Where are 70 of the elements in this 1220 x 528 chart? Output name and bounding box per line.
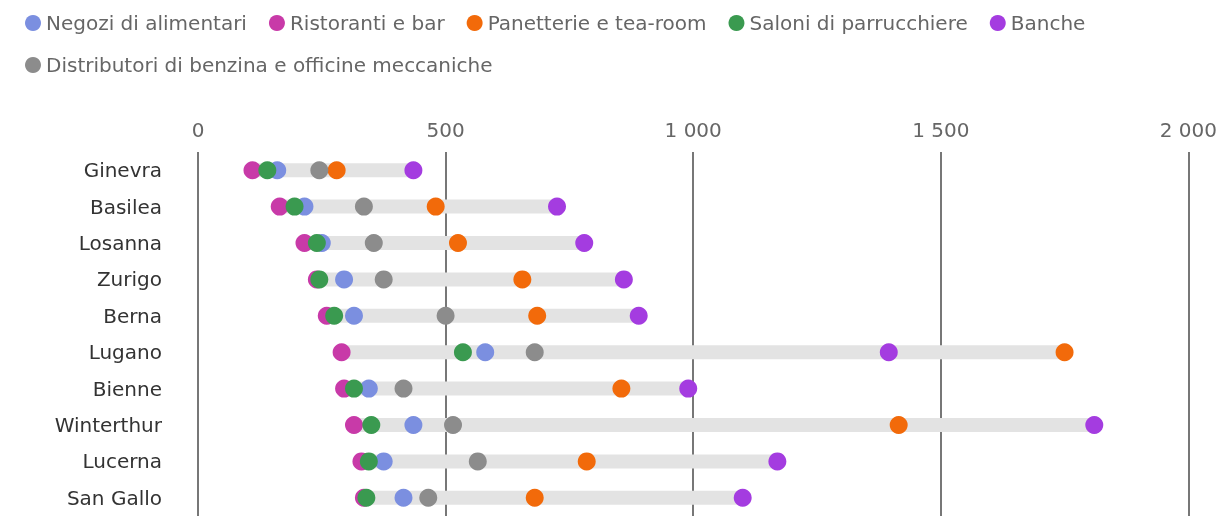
point bbox=[345, 416, 363, 434]
point bbox=[614, 270, 633, 289]
point bbox=[404, 416, 423, 434]
point bbox=[577, 452, 596, 471]
y-tick-label: Zurigo bbox=[96, 267, 162, 292]
point bbox=[733, 488, 752, 507]
point bbox=[332, 343, 351, 362]
y-tick-label: Bienne bbox=[92, 376, 162, 401]
y-tick-label: Losanna bbox=[78, 231, 162, 255]
point bbox=[243, 161, 262, 180]
point bbox=[285, 197, 304, 216]
point bbox=[513, 270, 532, 289]
legend-label: Panetterie e tea-room bbox=[487, 11, 707, 35]
x-tick-label: 500 bbox=[426, 118, 465, 142]
x-tick-label: 0 bbox=[191, 118, 205, 142]
point bbox=[679, 379, 698, 398]
x-tick-label: 2 000 bbox=[1159, 118, 1217, 142]
point bbox=[426, 197, 445, 216]
point bbox=[354, 197, 373, 216]
point bbox=[419, 488, 438, 507]
point bbox=[1055, 343, 1074, 362]
point bbox=[258, 161, 277, 180]
point bbox=[359, 452, 378, 471]
point bbox=[270, 197, 289, 216]
y-tick-label: Basilea bbox=[89, 194, 162, 219]
point bbox=[310, 161, 329, 180]
legend-label: Negozi di alimentari bbox=[46, 11, 247, 35]
point bbox=[1085, 416, 1104, 434]
point bbox=[345, 379, 363, 398]
point bbox=[359, 379, 378, 398]
point bbox=[879, 343, 898, 362]
point bbox=[476, 343, 495, 362]
legend-label: Distributori di benzina e officine meccaniche bbox=[46, 53, 493, 77]
point bbox=[374, 270, 393, 289]
point bbox=[528, 306, 547, 325]
point bbox=[453, 343, 472, 362]
point bbox=[307, 234, 326, 252]
point bbox=[436, 306, 455, 325]
y-tick-label: Berna bbox=[103, 303, 162, 328]
point bbox=[374, 452, 393, 471]
y-tick-label: Lugano bbox=[88, 340, 162, 365]
point bbox=[448, 234, 467, 252]
point bbox=[325, 306, 344, 325]
point bbox=[768, 452, 787, 471]
point bbox=[612, 379, 631, 398]
point bbox=[548, 197, 567, 216]
point bbox=[335, 270, 354, 289]
y-tick-label: San Gallo bbox=[66, 485, 162, 510]
point bbox=[394, 379, 413, 398]
legend-label: Saloni di parrucchiere bbox=[749, 11, 968, 35]
y-tick-label: Lucerna bbox=[82, 449, 162, 474]
legend-label: Banche bbox=[1010, 11, 1086, 35]
point bbox=[525, 343, 544, 362]
y-tick-label: Ginevra bbox=[83, 158, 162, 183]
point bbox=[575, 234, 594, 252]
point bbox=[629, 306, 648, 325]
point bbox=[362, 416, 381, 434]
point bbox=[525, 488, 544, 507]
point bbox=[889, 416, 908, 434]
legend-label: Ristoranti e bar bbox=[289, 11, 446, 35]
x-tick-label: 1 000 bbox=[664, 118, 722, 142]
point bbox=[327, 161, 346, 180]
point bbox=[345, 306, 363, 325]
point bbox=[394, 488, 413, 507]
point bbox=[404, 161, 423, 180]
point bbox=[364, 234, 383, 252]
point bbox=[444, 416, 463, 434]
point bbox=[468, 452, 487, 471]
y-tick-label: Winterthur bbox=[54, 413, 163, 437]
x-tick-label: 1 500 bbox=[912, 118, 970, 142]
